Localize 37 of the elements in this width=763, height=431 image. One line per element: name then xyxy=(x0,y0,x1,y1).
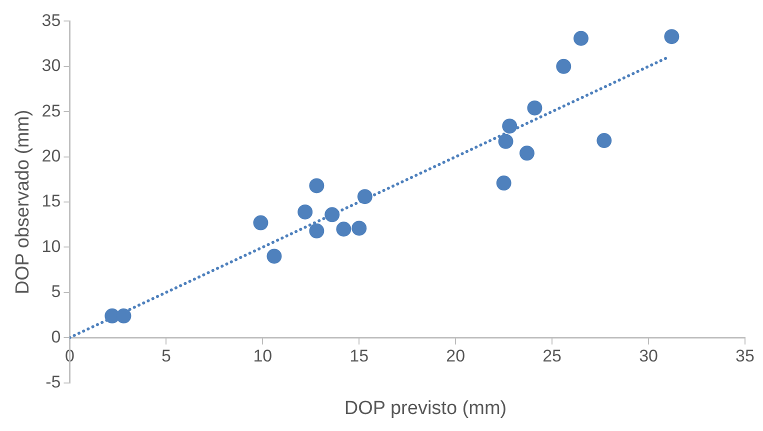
y-tick-label: 30 xyxy=(42,56,61,76)
point xyxy=(556,58,572,74)
y-axis-title: DOP observado (mm) xyxy=(12,110,34,294)
point xyxy=(352,220,367,236)
x-tick-label: 10 xyxy=(253,346,272,366)
y-tick-label: 35 xyxy=(42,10,61,30)
point xyxy=(309,223,324,238)
y-tick-label: 20 xyxy=(42,146,61,166)
point xyxy=(574,30,588,46)
x-tick-label: 20 xyxy=(446,346,466,366)
x-axis-title: DOP previsto (mm) xyxy=(343,398,508,420)
point xyxy=(336,222,352,237)
y-tick-label: 15 xyxy=(42,192,61,211)
y-tick-label: 10 xyxy=(42,236,61,256)
point xyxy=(527,100,542,116)
point xyxy=(309,178,324,194)
point xyxy=(357,189,372,204)
x-tick-label: 25 xyxy=(542,346,562,366)
point xyxy=(519,146,534,161)
point xyxy=(496,176,512,191)
point xyxy=(298,204,313,220)
point xyxy=(596,133,612,148)
point xyxy=(266,248,282,264)
y-tick-label: -5 xyxy=(46,372,61,392)
point xyxy=(498,134,514,149)
point xyxy=(502,118,518,134)
y-tick-label: 5 xyxy=(51,282,61,302)
y-tick-label: 25 xyxy=(42,101,61,120)
point xyxy=(253,215,268,230)
y-tick-label: 0 xyxy=(51,327,61,346)
point xyxy=(664,29,680,44)
x-tick-label: 15 xyxy=(350,346,369,366)
point xyxy=(324,207,340,222)
point xyxy=(116,308,132,324)
x-tick-label: 5 xyxy=(161,346,171,366)
x-tick-label: 35 xyxy=(736,346,754,366)
x-tick-label: 30 xyxy=(639,346,658,366)
